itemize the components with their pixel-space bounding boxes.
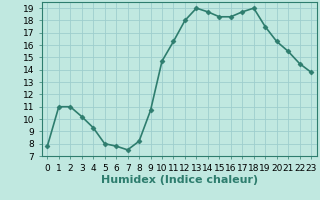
X-axis label: Humidex (Indice chaleur): Humidex (Indice chaleur)	[100, 175, 258, 185]
